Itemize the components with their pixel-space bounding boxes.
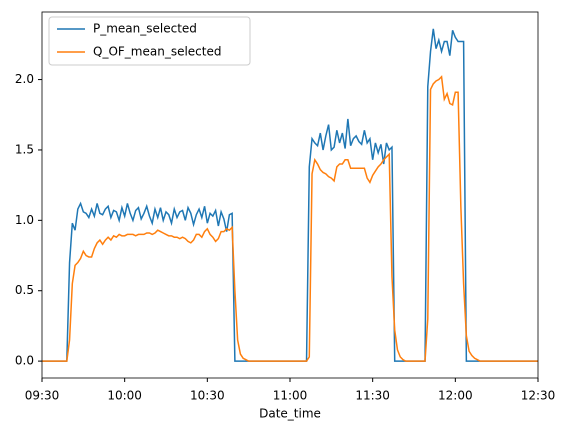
y-tick-label: 1.0 <box>15 213 34 227</box>
x-tick-label: 12:30 <box>521 389 556 403</box>
x-tick-label: 11:30 <box>355 389 390 403</box>
x-tick-label: 12:00 <box>438 389 473 403</box>
x-axis-label: Date_time <box>259 407 321 421</box>
x-tick-label: 10:30 <box>190 389 225 403</box>
legend-box <box>48 16 251 66</box>
y-tick-label: 2.0 <box>15 72 34 86</box>
series-line <box>42 75 538 362</box>
y-tick-label: 1.5 <box>15 142 34 156</box>
x-tick-label: 10:00 <box>107 389 142 403</box>
x-tick-label: 11:00 <box>273 389 308 403</box>
series-line <box>42 28 538 362</box>
plot-frame <box>41 11 539 379</box>
legend-label: Q_OF_mean_selected <box>93 45 221 59</box>
y-tick-label: 0.5 <box>15 283 34 297</box>
y-tick-label: 0.0 <box>15 354 34 368</box>
x-tick-label: 09:30 <box>25 389 60 403</box>
legend-label: P_mean_selected <box>93 22 197 36</box>
